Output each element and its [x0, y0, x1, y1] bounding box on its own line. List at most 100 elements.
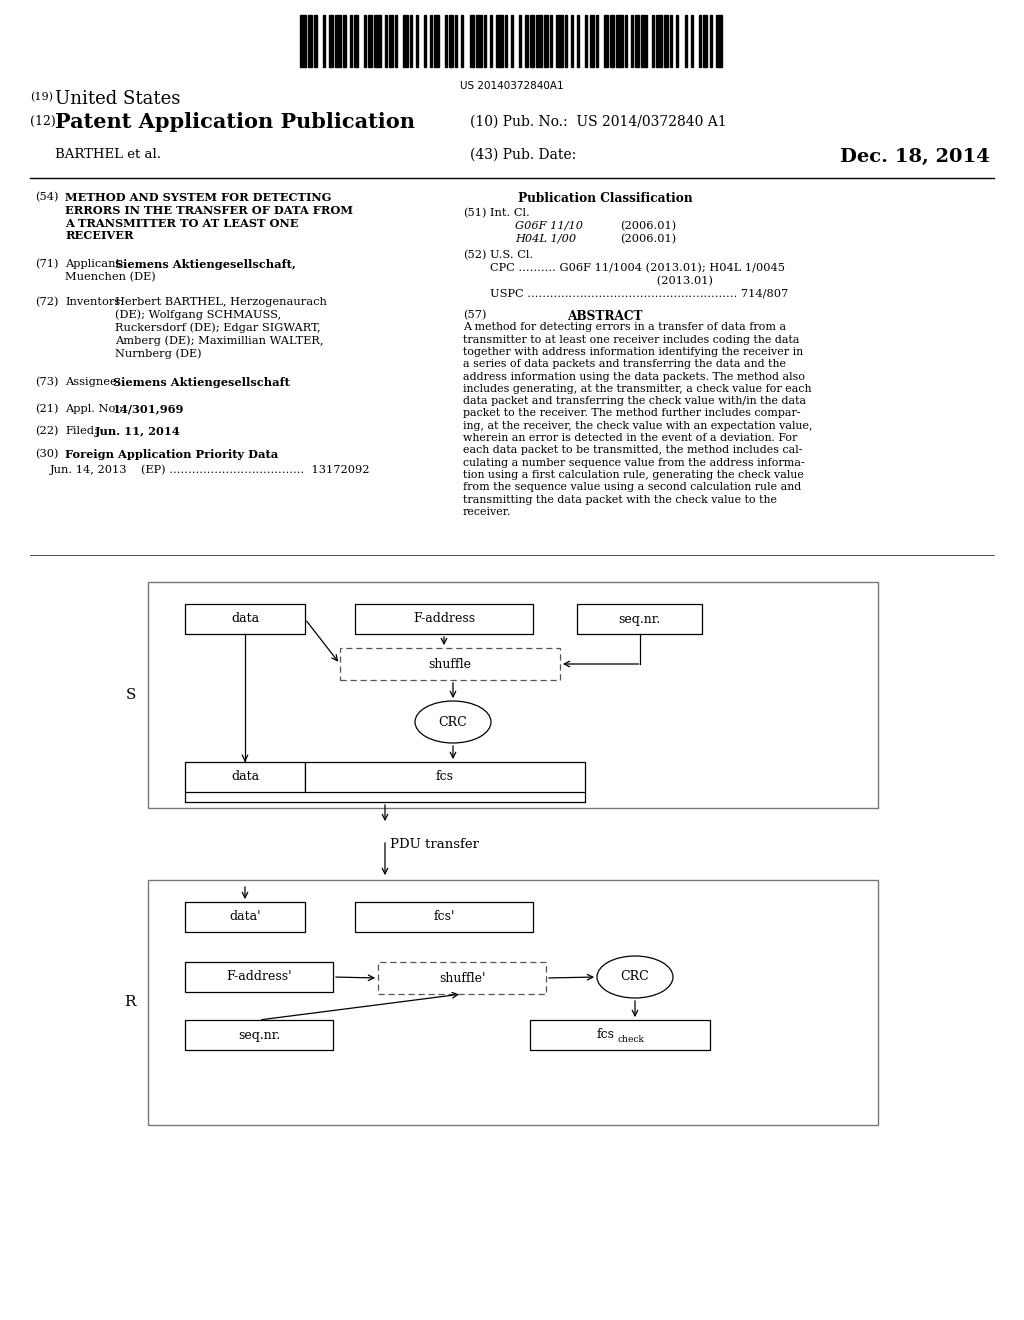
Bar [378, 962, 546, 994]
Text: fcs: fcs [436, 771, 454, 784]
Text: (71): (71) [35, 259, 58, 269]
Text: receiver.: receiver. [463, 507, 511, 517]
Bar [365, 15, 367, 67]
Text: shuffle': shuffle' [438, 972, 485, 985]
Bar [550, 15, 552, 67]
Text: (51): (51) [463, 209, 486, 218]
Bar [430, 15, 432, 67]
Text: F-address: F-address [413, 612, 475, 626]
Text: Siemens Aktiengesellschaft: Siemens Aktiengesellschaft [113, 376, 290, 388]
Text: ABSTRACT: ABSTRACT [567, 310, 643, 322]
Text: BARTHEL et al.: BARTHEL et al. [55, 148, 161, 161]
Text: packet to the receiver. The method further includes compar-: packet to the receiver. The method furth… [463, 408, 801, 418]
Bar [565, 15, 567, 67]
Bar [343, 15, 345, 67]
Bar [314, 15, 316, 67]
Text: transmitting the data packet with the check value to the: transmitting the data packet with the ch… [463, 495, 777, 504]
Text: Inventors:: Inventors: [65, 297, 124, 306]
Text: (2006.01): (2006.01) [620, 234, 676, 244]
Bar [185, 1020, 333, 1049]
Text: Amberg (DE); Maximillian WALTER,: Amberg (DE); Maximillian WALTER, [115, 335, 324, 346]
Text: Dec. 18, 2014: Dec. 18, 2014 [841, 148, 990, 166]
Bar [300, 15, 306, 67]
Text: (19): (19) [30, 92, 53, 103]
Bar [544, 15, 548, 67]
Text: CPC .......... G06F 11/1004 (2013.01); H04L 1/0045: CPC .......... G06F 11/1004 (2013.01); H… [490, 263, 785, 273]
Bar [462, 15, 464, 67]
Text: CRC: CRC [438, 715, 467, 729]
Bar [641, 15, 647, 67]
Bar [353, 15, 358, 67]
Bar [369, 15, 373, 67]
Text: Filed:: Filed: [65, 426, 97, 437]
Bar [403, 15, 408, 67]
Text: from the sequence value using a second calculation rule and: from the sequence value using a second c… [463, 482, 801, 492]
Text: fcs: fcs [597, 1028, 615, 1041]
Bar [716, 15, 722, 67]
Text: (21): (21) [35, 404, 58, 414]
Text: data: data [231, 612, 259, 626]
Text: ERRORS IN THE TRANSFER OF DATA FROM: ERRORS IN THE TRANSFER OF DATA FROM [65, 205, 353, 215]
Text: culating a number sequence value from the address informa-: culating a number sequence value from th… [463, 458, 805, 467]
Text: Muenchen (DE): Muenchen (DE) [65, 272, 156, 282]
Bar [631, 15, 633, 67]
Bar [519, 15, 521, 67]
Bar [410, 15, 412, 67]
Bar [530, 1020, 710, 1049]
Bar [395, 15, 397, 67]
Bar [677, 15, 679, 67]
Bar [484, 15, 486, 67]
Text: Appl. No.:: Appl. No.: [65, 404, 123, 413]
Bar [148, 582, 878, 808]
Bar [449, 15, 453, 67]
Text: each data packet to be transmitted, the method includes cal-: each data packet to be transmitted, the … [463, 445, 803, 455]
Text: U.S. Cl.: U.S. Cl. [490, 251, 534, 260]
Text: G06F 11/10: G06F 11/10 [515, 220, 583, 231]
Text: Int. Cl.: Int. Cl. [490, 209, 529, 218]
Bar [308, 15, 312, 67]
Bar [616, 15, 623, 67]
Text: Herbert BARTHEL, Herzogenaurach: Herbert BARTHEL, Herzogenaurach [115, 297, 327, 306]
Text: Jun. 14, 2013    (EP) ....................................  13172092: Jun. 14, 2013 (EP) .....................… [50, 465, 371, 475]
Text: US 20140372840A1: US 20140372840A1 [460, 81, 564, 91]
Text: Assignee:: Assignee: [65, 376, 121, 387]
Bar [470, 15, 474, 67]
Bar [710, 15, 712, 67]
Bar [416, 15, 418, 67]
Bar [349, 15, 351, 67]
Ellipse shape [597, 956, 673, 998]
Text: (2006.01): (2006.01) [620, 220, 676, 231]
Text: United States: United States [55, 90, 180, 108]
Bar [424, 15, 426, 67]
Bar [625, 15, 627, 67]
Bar [699, 15, 701, 67]
Bar [529, 15, 534, 67]
Text: Jun. 11, 2014: Jun. 11, 2014 [95, 426, 181, 437]
Bar [505, 15, 507, 67]
Bar [586, 15, 588, 67]
Bar [389, 15, 393, 67]
Bar [651, 15, 653, 67]
Text: A method for detecting errors in a transfer of data from a: A method for detecting errors in a trans… [463, 322, 786, 333]
Bar [185, 962, 333, 993]
Text: shuffle: shuffle [428, 657, 471, 671]
Text: METHOD AND SYSTEM FOR DETECTING: METHOD AND SYSTEM FOR DETECTING [65, 191, 332, 203]
Bar [635, 15, 639, 67]
Bar [355, 902, 534, 932]
Bar [323, 15, 325, 67]
Bar [536, 15, 542, 67]
Text: (43) Pub. Date:: (43) Pub. Date: [470, 148, 577, 162]
Bar [185, 762, 305, 792]
Text: includes generating, at the transmitter, a check value for each: includes generating, at the transmitter,… [463, 384, 811, 393]
Text: S: S [126, 688, 136, 702]
Bar [455, 15, 457, 67]
Text: data packet and transferring the check value with/in the data: data packet and transferring the check v… [463, 396, 806, 407]
Text: fcs': fcs' [433, 911, 455, 924]
Text: (22): (22) [35, 426, 58, 437]
Text: check: check [617, 1035, 644, 1044]
Text: Foreign Application Priority Data: Foreign Application Priority Data [65, 449, 279, 461]
Text: CRC: CRC [621, 970, 649, 983]
Text: (10) Pub. No.:  US 2014/0372840 A1: (10) Pub. No.: US 2014/0372840 A1 [470, 115, 727, 129]
Text: together with address information identifying the receiver in: together with address information identi… [463, 347, 803, 356]
Text: F-address': F-address' [226, 970, 292, 983]
